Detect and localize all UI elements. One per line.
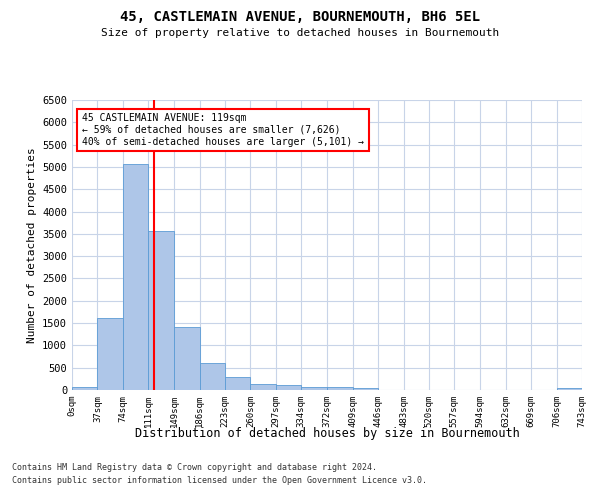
- Bar: [276, 385, 301, 390]
- Text: 45, CASTLEMAIN AVENUE, BOURNEMOUTH, BH6 5EL: 45, CASTLEMAIN AVENUE, BOURNEMOUTH, BH6 …: [120, 10, 480, 24]
- Bar: [72, 386, 97, 390]
- Bar: [301, 386, 328, 390]
- Bar: [328, 387, 353, 390]
- Y-axis label: Number of detached properties: Number of detached properties: [26, 147, 37, 343]
- Text: 45 CASTLEMAIN AVENUE: 119sqm
← 59% of detached houses are smaller (7,626)
40% of: 45 CASTLEMAIN AVENUE: 119sqm ← 59% of de…: [82, 114, 364, 146]
- Text: Contains public sector information licensed under the Open Government Licence v3: Contains public sector information licen…: [12, 476, 427, 485]
- Text: Distribution of detached houses by size in Bournemouth: Distribution of detached houses by size …: [134, 428, 520, 440]
- Bar: [174, 327, 200, 390]
- Bar: [250, 384, 276, 390]
- Bar: [200, 362, 225, 390]
- Bar: [353, 388, 378, 390]
- Bar: [97, 318, 123, 390]
- Bar: [123, 164, 148, 390]
- Bar: [557, 388, 582, 390]
- Text: Contains HM Land Registry data © Crown copyright and database right 2024.: Contains HM Land Registry data © Crown c…: [12, 464, 377, 472]
- Bar: [225, 377, 250, 390]
- Text: Size of property relative to detached houses in Bournemouth: Size of property relative to detached ho…: [101, 28, 499, 38]
- Bar: [148, 230, 174, 390]
